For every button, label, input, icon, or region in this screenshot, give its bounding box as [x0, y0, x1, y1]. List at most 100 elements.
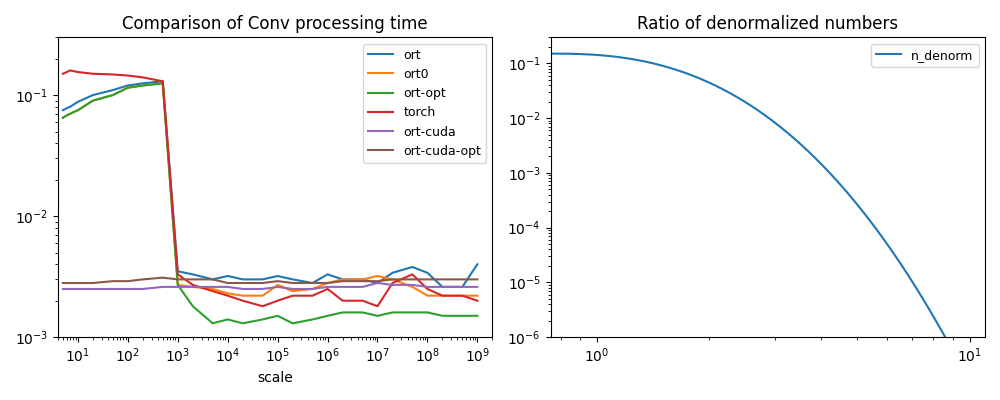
ort-cuda-opt: [421, 277, 433, 282]
ort0: [122, 85, 134, 90]
ort0: [272, 282, 284, 287]
Line: ort0: ort0: [63, 83, 477, 296]
ort0: [371, 274, 383, 278]
ort-cuda: [456, 284, 468, 289]
ort-opt: [237, 321, 249, 326]
ort: [436, 284, 448, 289]
ort-opt: [187, 304, 199, 309]
ort-cuda-opt: [337, 279, 349, 284]
ort-opt: [157, 81, 169, 86]
n_denorm: [758, 112, 770, 117]
torch: [371, 304, 383, 309]
ort: [107, 88, 119, 92]
ort-cuda-opt: [72, 281, 84, 286]
ort-opt: [57, 115, 69, 120]
ort: [257, 277, 269, 282]
ort-opt: [387, 310, 399, 315]
ort-cuda: [387, 282, 399, 287]
ort-cuda: [157, 284, 169, 289]
ort-opt: [356, 310, 368, 315]
ort0: [406, 284, 418, 289]
Line: ort-cuda: ort-cuda: [63, 283, 477, 289]
ort-opt: [87, 98, 99, 103]
Legend: n_denorm: n_denorm: [871, 44, 979, 66]
ort0: [337, 277, 349, 282]
ort0: [67, 110, 79, 115]
ort-cuda: [436, 284, 448, 289]
torch: [356, 298, 368, 303]
torch: [67, 69, 79, 74]
Legend: ort, ort0, ort-opt, torch, ort-cuda, ort-cuda-opt: ort, ort0, ort-opt, torch, ort-cuda, ort…: [363, 44, 486, 163]
Line: ort-cuda-opt: ort-cuda-opt: [63, 278, 477, 283]
ort: [421, 270, 433, 275]
ort: [356, 277, 368, 282]
torch: [72, 70, 84, 74]
ort: [187, 272, 199, 277]
torch: [87, 71, 99, 76]
n_denorm: [734, 97, 746, 102]
ort: [157, 79, 169, 84]
ort-opt: [61, 113, 73, 118]
ort-cuda-opt: [272, 279, 284, 284]
ort-cuda: [72, 286, 84, 291]
Line: n_denorm: n_denorm: [551, 54, 945, 337]
torch: [61, 70, 73, 74]
ort0: [456, 293, 468, 298]
ort-opt: [436, 314, 448, 318]
ort-cuda: [67, 286, 79, 291]
torch: [172, 272, 184, 277]
n_denorm: [930, 318, 942, 323]
ort: [307, 281, 319, 286]
ort-cuda: [406, 282, 418, 287]
ort-cuda: [64, 286, 76, 291]
ort: [337, 277, 349, 282]
ort-cuda-opt: [137, 277, 149, 282]
ort: [322, 272, 334, 277]
ort: [61, 106, 73, 110]
torch: [122, 73, 134, 78]
ort: [67, 102, 79, 107]
ort-cuda: [471, 284, 483, 289]
ort0: [257, 293, 269, 298]
ort0: [421, 293, 433, 298]
ort0: [471, 293, 483, 298]
ort-cuda: [356, 284, 368, 289]
ort-cuda-opt: [122, 279, 134, 284]
ort-cuda-opt: [172, 277, 184, 282]
ort0: [222, 291, 234, 296]
n_denorm: [732, 95, 744, 100]
ort: [172, 269, 184, 274]
ort-cuda: [172, 284, 184, 289]
ort0: [287, 289, 299, 294]
ort: [387, 270, 399, 275]
torch: [64, 68, 76, 73]
ort-cuda: [87, 286, 99, 291]
ort-opt: [172, 282, 184, 287]
ort0: [72, 108, 84, 112]
ort0: [61, 113, 73, 118]
ort0: [237, 293, 249, 298]
torch: [207, 289, 219, 294]
torch: [272, 298, 284, 303]
ort-opt: [307, 317, 319, 322]
ort-cuda-opt: [237, 281, 249, 286]
Line: torch: torch: [63, 70, 477, 306]
ort-opt: [421, 310, 433, 315]
ort-cuda-opt: [436, 277, 448, 282]
ort-cuda-opt: [61, 281, 73, 286]
ort: [57, 108, 69, 112]
ort-cuda-opt: [67, 281, 79, 286]
ort-opt: [272, 314, 284, 318]
ort-opt: [322, 314, 334, 318]
ort-cuda-opt: [387, 277, 399, 282]
ort: [371, 281, 383, 286]
ort-cuda: [272, 284, 284, 289]
ort0: [57, 115, 69, 120]
torch: [436, 293, 448, 298]
ort-cuda-opt: [456, 277, 468, 282]
ort-cuda: [122, 286, 134, 291]
ort-opt: [371, 314, 383, 318]
ort-cuda-opt: [187, 277, 199, 282]
ort-opt: [137, 83, 149, 88]
ort-opt: [72, 108, 84, 112]
